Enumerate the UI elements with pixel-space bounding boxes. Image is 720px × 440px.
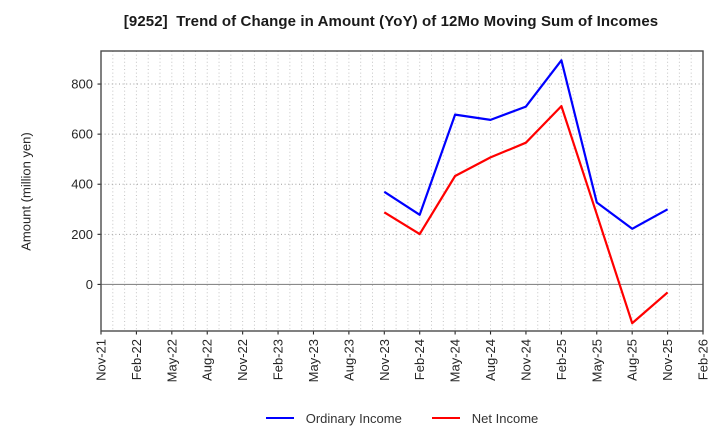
legend-label: Net Income [471,410,539,426]
legend-swatch [431,416,460,420]
x-tick-label: May-23 [306,339,321,382]
legend: Ordinary Income Net Income [101,407,703,429]
x-tick-label: Feb-25 [554,339,569,380]
x-tick-label: Feb-26 [696,339,711,380]
x-tick-label: Nov-24 [518,339,533,381]
legend-label: Ordinary Income [305,410,402,426]
x-tick-label: Aug-24 [483,339,498,381]
x-tick-label: Nov-21 [94,339,109,381]
y-tick-label: 400 [71,177,93,192]
x-tick-label: Feb-24 [412,339,427,380]
y-tick-label: 0 [86,277,93,292]
y-tick-label: 800 [71,77,93,92]
x-tick-label: May-22 [164,339,179,382]
x-tick-label: May-24 [448,339,463,382]
x-tick-label: Feb-23 [271,339,286,380]
chart-title: [9252] Trend of Change in Amount (YoY) o… [123,13,659,30]
series-line-ordinary-income [383,59,669,230]
x-tick-label: Feb-22 [129,339,144,380]
y-axis-label: Amount (million yen) [18,132,34,251]
series-line-net-income [383,105,669,325]
legend-item-net-income: Net Income [431,410,539,426]
x-tick-label: Aug-23 [341,339,356,381]
y-tick-label: 600 [71,127,93,142]
x-tick-label: Nov-22 [235,339,250,381]
legend-swatch [265,416,294,420]
x-tick-label: Aug-25 [625,339,640,381]
legend-item-ordinary-income: Ordinary Income [265,410,402,426]
x-tick-label: Nov-23 [377,339,392,381]
x-tick-label: Aug-22 [200,339,215,381]
plot-border [100,50,704,332]
x-tick-label: May-25 [589,339,604,382]
x-tick-label: Nov-25 [660,339,675,381]
y-tick-label: 200 [71,227,93,242]
